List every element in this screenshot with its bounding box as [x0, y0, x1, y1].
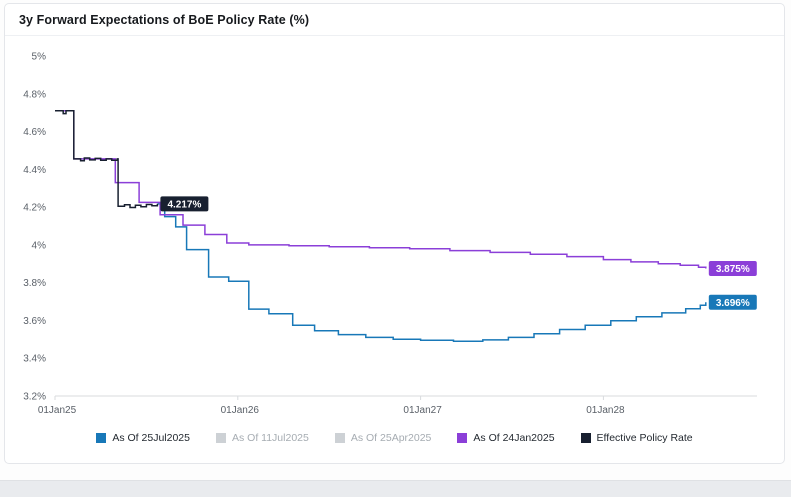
legend-label-as-of-24jan2025: As Of 24Jan2025 — [473, 432, 555, 444]
y-axis-tick-label: 3.2% — [23, 392, 46, 403]
legend-swatch-effective-policy-rate — [580, 433, 591, 444]
y-axis-tick-label: 3.8% — [23, 278, 46, 289]
y-axis-tick-label: 4% — [32, 240, 47, 251]
series-line-as-of-25jul2025 — [157, 203, 707, 342]
y-axis-tick-label: 3.6% — [23, 316, 46, 327]
page-footer-bar — [0, 480, 791, 497]
svg-text:3.696%: 3.696% — [716, 298, 750, 309]
legend-item-as-of-24jan2025[interactable]: As Of 24Jan2025 — [457, 432, 555, 444]
end-value-badge-as-of-24jan2025: 3.875% — [708, 261, 757, 276]
end-value-badge-effective-policy-rate: 4.217% — [160, 196, 209, 212]
legend-label-as-of-25jul2025: As Of 25Jul2025 — [112, 432, 190, 444]
y-axis-tick-label: 3.4% — [23, 354, 46, 365]
legend-label-effective-policy-rate: Effective Policy Rate — [596, 432, 693, 444]
x-axis-tick-label: 01Jan26 — [221, 405, 260, 416]
legend-swatch-as-of-24jan2025 — [457, 433, 468, 444]
legend-swatch-as-of-11jul2025 — [215, 433, 226, 444]
x-axis-tick-label: 01Jan28 — [586, 405, 625, 416]
page-title: 3y Forward Expectations of BoE Policy Ra… — [19, 13, 310, 27]
legend-item-as-of-11jul2025[interactable]: As Of 11Jul2025 — [215, 432, 309, 444]
legend-item-effective-policy-rate[interactable]: Effective Policy Rate — [580, 432, 693, 444]
chart-svg: 01Jan25 01Jan26 01Jan27 01Jan28 5% 4.8% 4.6% 4.… — [23, 52, 757, 416]
x-axis-tick-label: 01Jan27 — [403, 405, 442, 416]
y-axis-tick-label: 4.2% — [23, 203, 46, 214]
svg-text:4.217%: 4.217% — [167, 199, 201, 210]
end-value-badge-as-of-25jul2025: 3.696% — [708, 294, 757, 310]
legend-swatch-as-of-25apr2025 — [334, 433, 345, 444]
series-line-as-of-24jan2025 — [64, 110, 707, 269]
svg-text:3.875%: 3.875% — [716, 264, 750, 275]
y-axis-tick-label: 4.8% — [23, 89, 46, 100]
legend-label-as-of-11jul2025: As Of 11Jul2025 — [231, 432, 309, 444]
y-axis-tick-label: 4.4% — [23, 165, 46, 176]
legend-item-as-of-25apr2025[interactable]: As Of 25Apr2025 — [334, 432, 432, 444]
y-axis-tick-label: 4.6% — [23, 127, 46, 138]
legend-item-as-of-25jul2025[interactable]: As Of 25Jul2025 — [96, 433, 190, 444]
legend-swatch-as-of-25jul2025 — [96, 433, 107, 444]
chart-card: 3y Forward Expectations of BoE Policy Ra… — [4, 3, 785, 464]
legend-label-as-of-25apr2025: As Of 25Apr2025 — [350, 432, 432, 444]
series-line-effective-policy-rate — [55, 110, 159, 209]
chart-legend: As Of 25Jul2025 As Of 11Jul2025 As Of 25Ap… — [5, 433, 784, 444]
x-axis-tick-label: 01Jan25 — [38, 405, 77, 416]
card-header: 3y Forward Expectations of BoE Policy Ra… — [5, 4, 784, 36]
y-axis-tick-label: 5% — [32, 52, 47, 63]
